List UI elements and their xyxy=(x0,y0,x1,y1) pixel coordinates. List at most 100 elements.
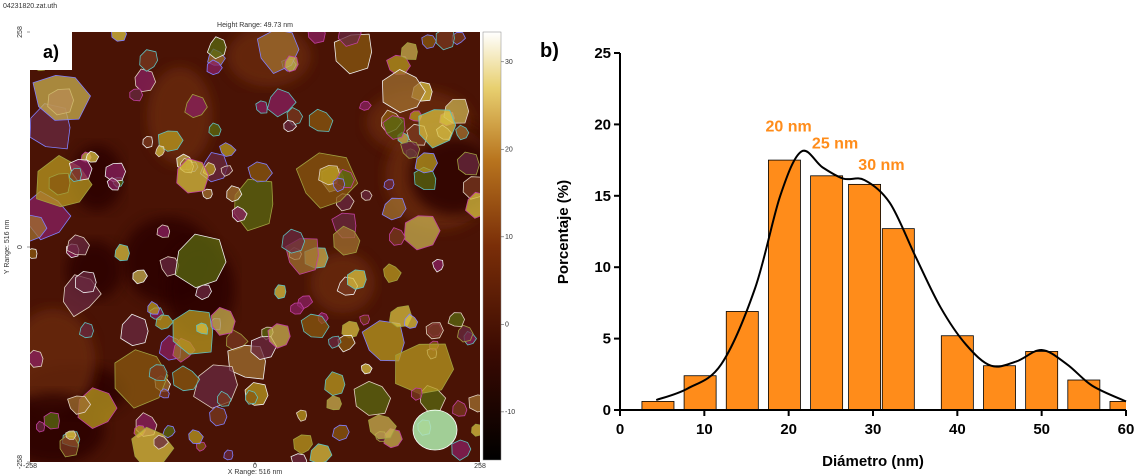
particle xyxy=(30,349,44,368)
particle xyxy=(341,320,360,339)
particle xyxy=(43,412,60,430)
particle xyxy=(247,161,273,183)
y-tick-label: 20 xyxy=(594,116,611,133)
particle xyxy=(155,145,165,158)
particle xyxy=(418,109,457,149)
particle xyxy=(435,32,455,51)
colorbar-tick-label: 0 xyxy=(505,321,509,328)
particle xyxy=(139,49,158,72)
particle xyxy=(201,188,213,200)
x-tick-label: 10 xyxy=(696,421,713,438)
particle xyxy=(300,313,330,338)
particle xyxy=(69,168,82,182)
particle xyxy=(293,434,313,455)
particle xyxy=(210,307,236,336)
colorbar-tick-label: 30 xyxy=(505,59,513,66)
particle xyxy=(425,322,444,340)
bar xyxy=(1109,401,1126,410)
y-tick-label: 5 xyxy=(603,331,611,348)
x-tick-label: 60 xyxy=(1118,421,1135,438)
particle xyxy=(389,227,406,246)
particle xyxy=(468,394,480,413)
bar xyxy=(983,365,1016,410)
particle xyxy=(158,130,184,152)
x-tick-label: 0 xyxy=(253,463,257,470)
particle xyxy=(307,32,326,44)
particle xyxy=(156,224,171,238)
particle xyxy=(283,119,297,132)
panel-label: b) xyxy=(540,40,559,62)
particle xyxy=(281,228,306,254)
particle xyxy=(267,323,291,349)
panel-label: a) xyxy=(43,42,59,62)
particle xyxy=(153,434,169,450)
particle xyxy=(457,151,480,176)
particle xyxy=(290,453,308,462)
particle xyxy=(36,420,45,433)
particle xyxy=(328,335,342,349)
particle xyxy=(184,94,208,118)
particle xyxy=(155,314,174,330)
particle xyxy=(129,88,144,102)
bar xyxy=(641,401,675,410)
colorbar-tick-label: 10 xyxy=(505,234,513,241)
particle xyxy=(411,387,423,401)
x-tick-label: 30 xyxy=(865,421,882,438)
particle xyxy=(176,158,210,194)
particle xyxy=(148,364,168,381)
particle xyxy=(66,234,90,256)
particle xyxy=(219,142,237,157)
particle xyxy=(432,259,444,273)
bar xyxy=(810,175,844,410)
particles xyxy=(30,32,480,462)
particle xyxy=(274,284,287,300)
particle xyxy=(382,115,406,140)
particle xyxy=(159,388,170,399)
particle xyxy=(75,271,97,294)
particle xyxy=(414,152,438,174)
particle xyxy=(114,349,169,409)
particle xyxy=(333,225,361,256)
x-tick-label: 40 xyxy=(949,421,966,438)
particle xyxy=(120,313,149,346)
particle xyxy=(360,189,373,201)
x-tick-label: 258 xyxy=(474,463,486,470)
y-tick-label: 0 xyxy=(603,402,611,419)
particle xyxy=(383,263,402,283)
particle xyxy=(284,55,299,73)
particle xyxy=(400,140,421,159)
bar xyxy=(683,375,717,410)
y-tick-label: 15 xyxy=(594,188,611,205)
particle xyxy=(209,406,228,427)
x-tick-label: 50 xyxy=(1033,421,1050,438)
particle xyxy=(147,301,160,315)
particle xyxy=(114,243,130,262)
particle xyxy=(196,441,207,452)
particle xyxy=(65,430,77,440)
particle xyxy=(403,215,441,251)
bar xyxy=(1025,351,1059,410)
x-axis-label: Diámetro (nm) xyxy=(822,453,924,470)
annotation: 20 nm xyxy=(766,119,812,136)
y-tick-label: -258 xyxy=(17,455,24,469)
colorbar-tick-label: -10 xyxy=(505,409,515,416)
histogram-panel: b) Diámetro (nm) Porcentaje (%) 0 10 20 30 4… xyxy=(540,40,1135,470)
particle xyxy=(421,34,437,49)
particle xyxy=(30,248,38,259)
particle xyxy=(217,390,232,407)
particle xyxy=(451,439,472,461)
particle xyxy=(131,426,175,462)
particle xyxy=(400,42,418,60)
particle xyxy=(447,312,465,327)
x-tick-label: 20 xyxy=(780,421,797,438)
bar xyxy=(881,228,915,410)
particle xyxy=(134,68,156,92)
particle xyxy=(172,365,201,392)
particle xyxy=(309,443,333,462)
particle xyxy=(332,177,346,192)
particle xyxy=(455,124,470,141)
afm-panel: 04231820.zat.uth Height Range: 49.73 nm … xyxy=(3,3,515,476)
bar xyxy=(1067,379,1101,410)
fit-curve xyxy=(655,149,1127,403)
particle xyxy=(188,429,204,445)
